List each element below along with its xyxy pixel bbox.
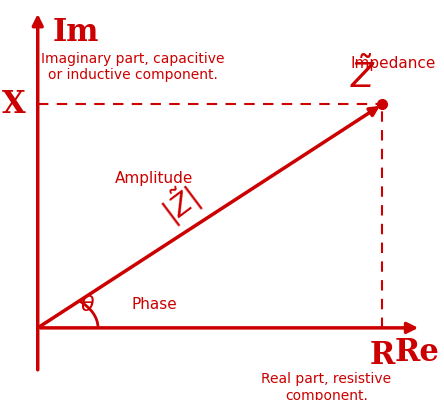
- Text: $|\tilde{Z}|$: $|\tilde{Z}|$: [154, 179, 206, 231]
- Text: X: X: [2, 89, 26, 120]
- Text: R: R: [369, 340, 395, 371]
- Text: $\tilde{Z}$: $\tilde{Z}$: [350, 57, 376, 96]
- Text: Im: Im: [53, 17, 99, 48]
- Text: Phase: Phase: [131, 297, 177, 312]
- Text: Imaginary part, capacitive
or inductive component.: Imaginary part, capacitive or inductive …: [41, 52, 224, 82]
- Text: Amplitude: Amplitude: [115, 171, 193, 186]
- Text: Impedance: Impedance: [350, 56, 436, 71]
- Text: Re: Re: [394, 336, 439, 368]
- Text: Real part, resistive
component.: Real part, resistive component.: [261, 372, 391, 400]
- Text: $\theta$: $\theta$: [79, 294, 95, 316]
